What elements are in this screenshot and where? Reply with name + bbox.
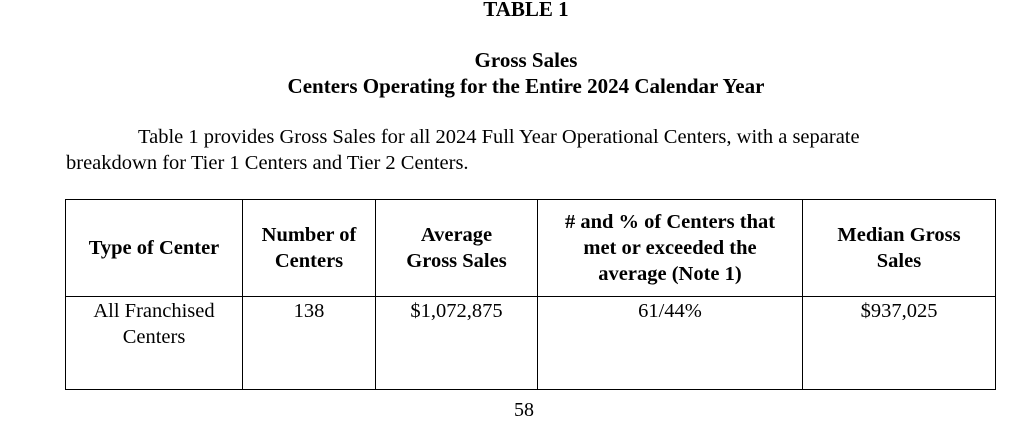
header-centers-met-average: # and % of Centers that met or exceeded … xyxy=(537,199,803,297)
header-text: Type of Center xyxy=(88,237,220,259)
header-median-gross-sales: Median Gross Sales xyxy=(802,199,996,297)
table-row: All Franchised Centers 138 $1,072,875 61… xyxy=(65,296,996,390)
cell-text: All Franchised xyxy=(93,300,215,322)
header-text: Number of xyxy=(261,224,357,246)
header-text: Sales xyxy=(876,250,922,272)
cell-median-gross-sales: $937,025 xyxy=(802,296,996,390)
page-number: 58 xyxy=(514,399,534,421)
intro-line: breakdown for Tier 1 Centers and Tier 2 … xyxy=(66,152,469,174)
cell-average-gross-sales: $1,072,875 xyxy=(375,296,538,390)
header-text: average (Note 1) xyxy=(598,263,742,285)
cell-type-of-center: All Franchised Centers xyxy=(65,296,243,390)
section-subtitle: Centers Operating for the Entire 2024 Ca… xyxy=(287,74,765,98)
header-text: Median Gross xyxy=(837,224,961,246)
header-average-gross-sales: Average Gross Sales xyxy=(375,199,538,297)
cell-text: 138 xyxy=(293,300,325,322)
header-text: Average xyxy=(420,224,493,246)
section-title: Gross Sales xyxy=(474,48,578,72)
header-text: # and % of Centers that xyxy=(564,211,776,233)
table-header-row: Type of Center Number of Centers Average… xyxy=(65,199,996,297)
cell-centers-met-average: 61/44% xyxy=(537,296,803,390)
gross-sales-table: Type of Center Number of Centers Average… xyxy=(65,199,996,390)
header-text: Gross Sales xyxy=(406,250,507,272)
intro-line: Table 1 provides Gross Sales for all 202… xyxy=(138,126,860,148)
header-type-of-center: Type of Center xyxy=(65,199,243,297)
cell-text: 61/44% xyxy=(638,300,702,322)
header-text: Centers xyxy=(274,250,344,272)
header-text: met or exceeded the xyxy=(583,237,757,259)
cell-text: Centers xyxy=(122,326,186,348)
header-number-of-centers: Number of Centers xyxy=(242,199,376,297)
cell-text: $937,025 xyxy=(860,300,938,322)
intro-paragraph: Table 1 provides Gross Sales for all 202… xyxy=(66,124,1006,176)
cell-number-of-centers: 138 xyxy=(242,296,376,390)
cell-text: $1,072,875 xyxy=(410,300,503,322)
table-label: TABLE 1 xyxy=(483,0,569,21)
